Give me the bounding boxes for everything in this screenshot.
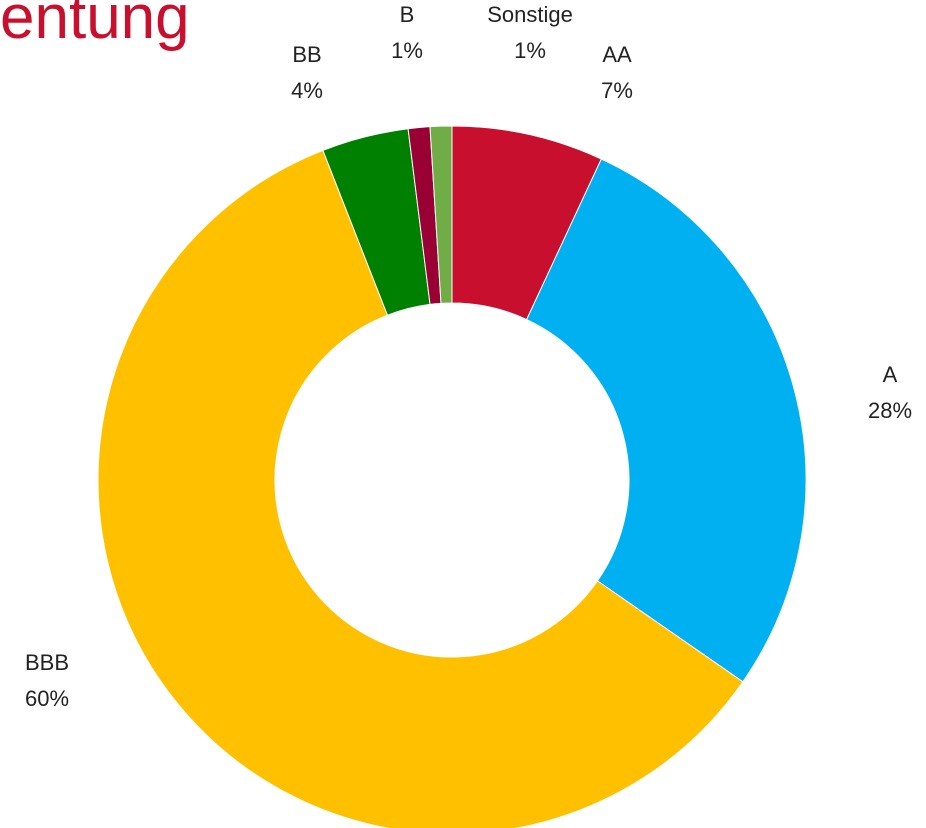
slice-label: A [883,362,898,387]
donut-slice [97,149,744,828]
donut-slice [429,125,453,304]
slice-value-label: 1% [514,38,546,63]
slice-value-label: 60% [25,686,69,711]
slice-value-label: 28% [868,398,912,423]
chart-title: entung [0,0,190,52]
slice-label: Sonstige [487,2,573,27]
slice-label: BB [292,42,321,67]
slice-value-label: 4% [291,78,323,103]
slice-label: B [400,2,415,27]
slice-value-label: 7% [601,78,633,103]
slice-label: BBB [25,650,69,675]
slice-value-label: 1% [391,38,423,63]
donut-slice [526,158,807,683]
slice-label: AA [602,42,632,67]
